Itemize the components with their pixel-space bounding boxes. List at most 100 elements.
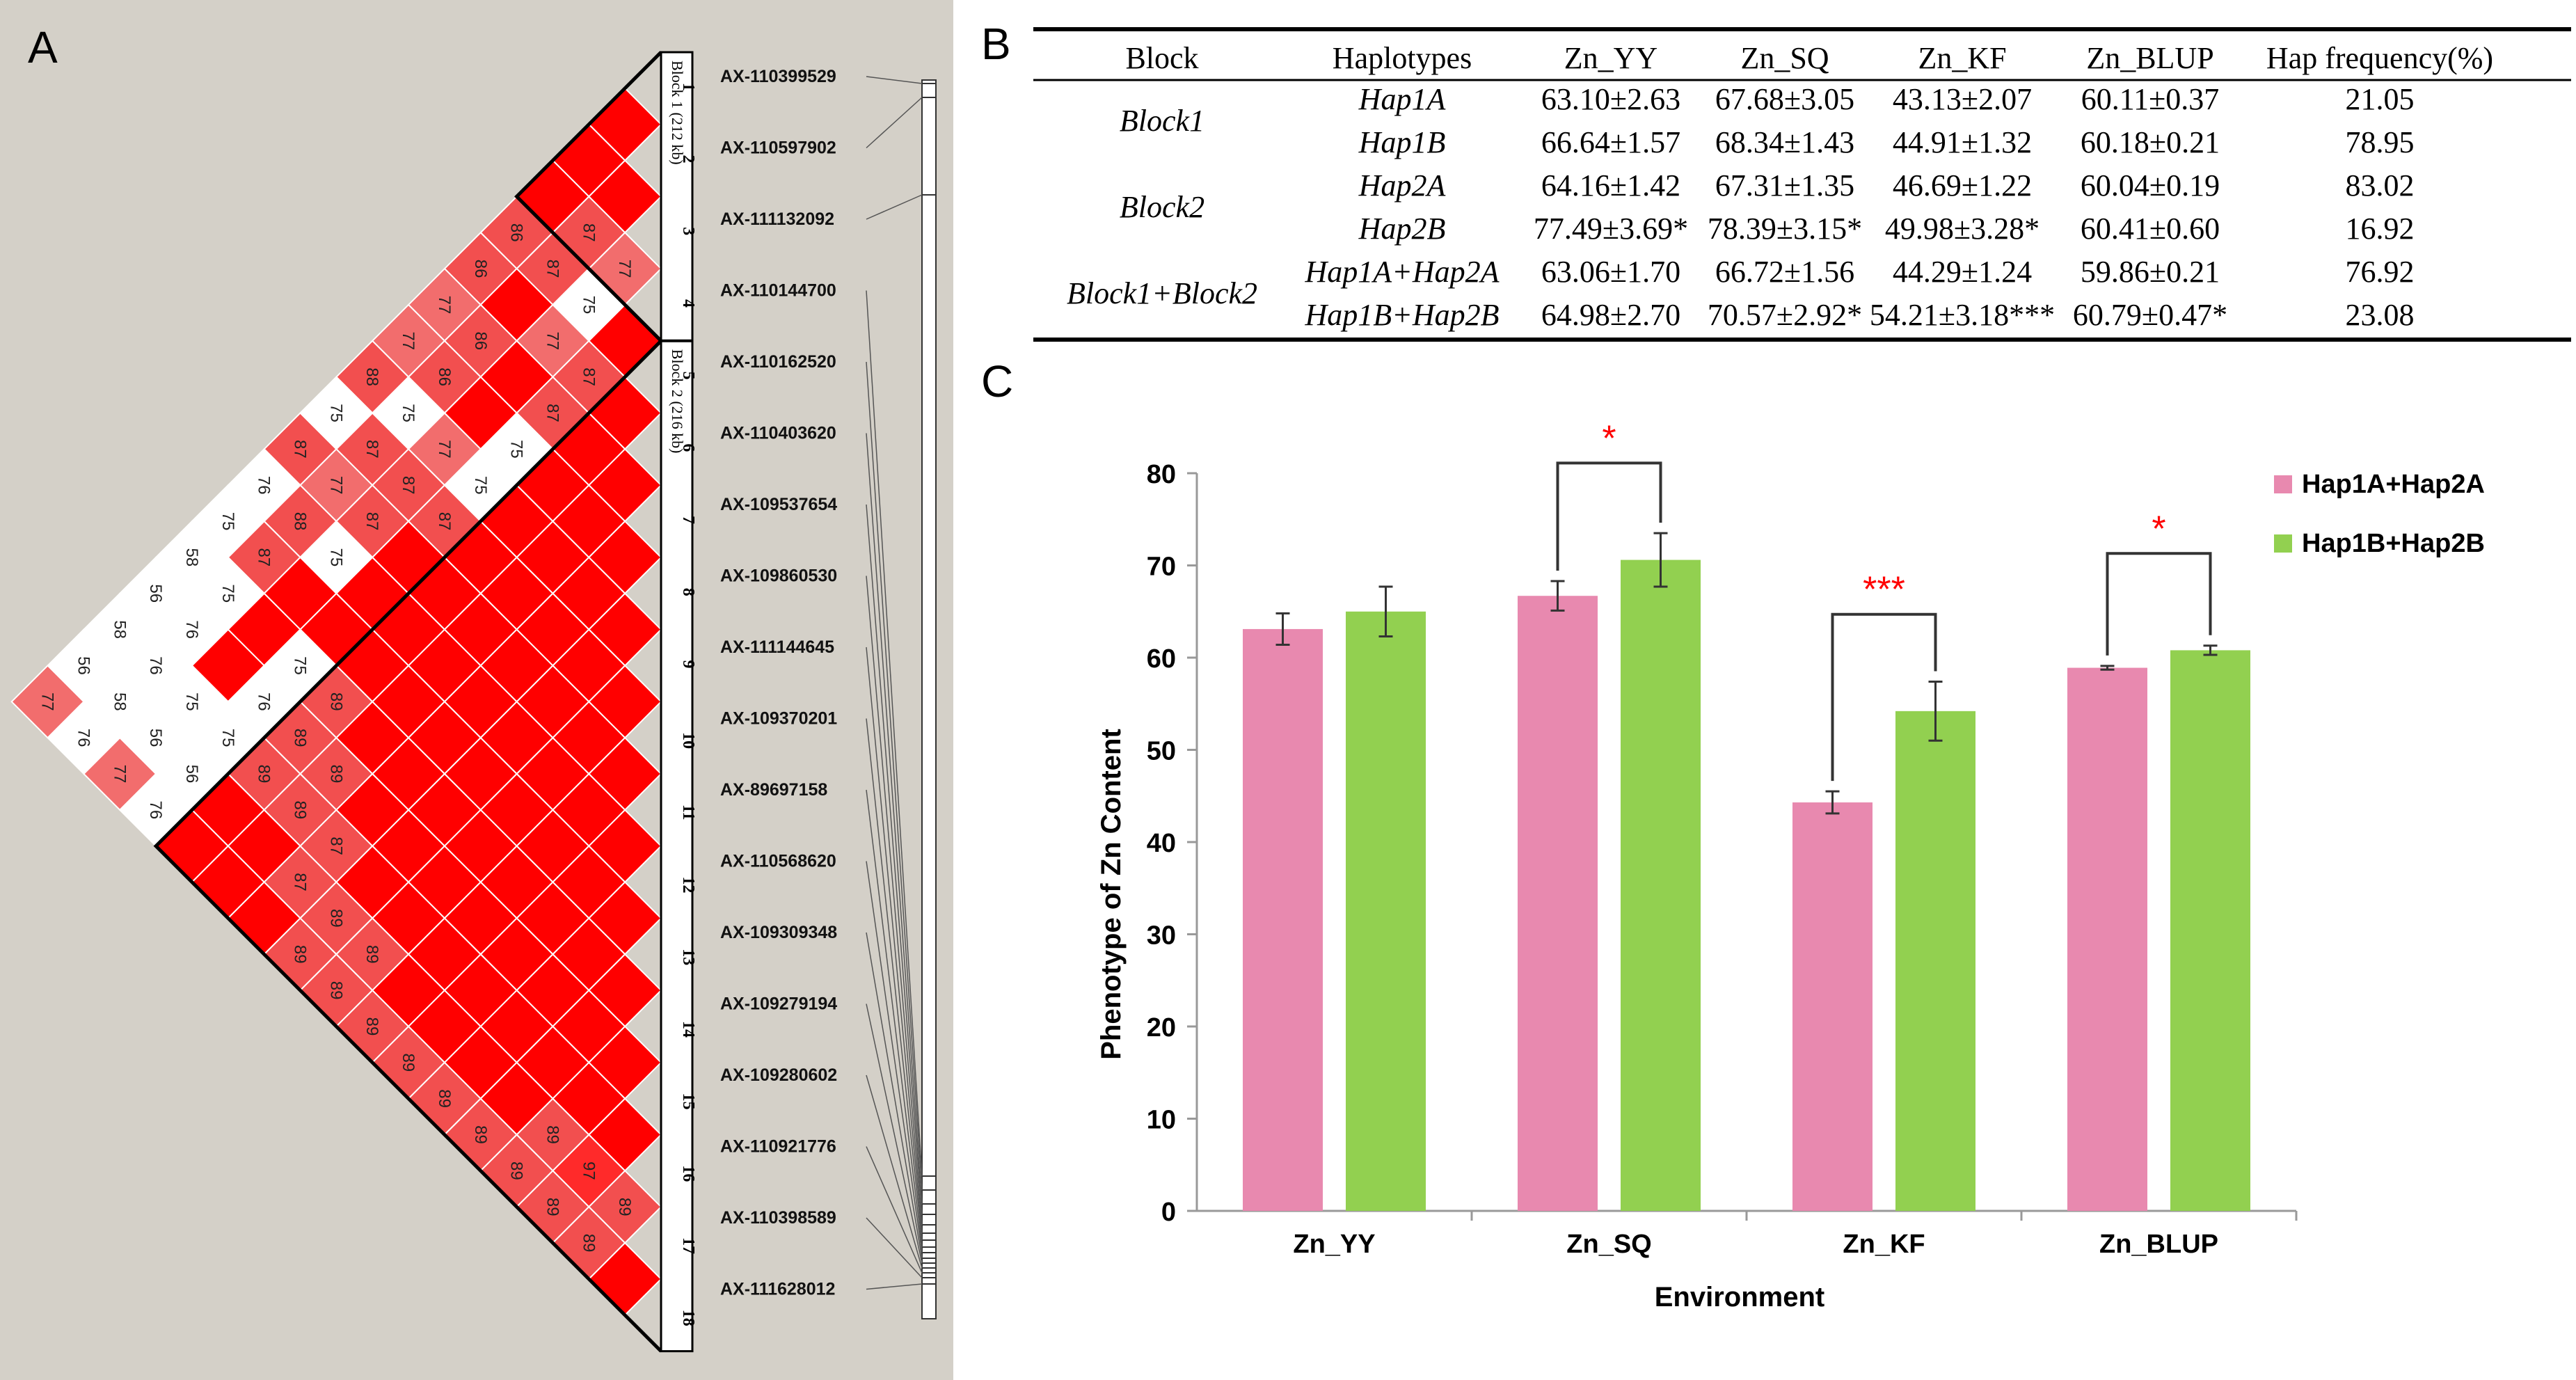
marker-index: 10 — [679, 732, 697, 749]
table-cell: 59.86±0.21 — [2081, 255, 2220, 289]
header-haplotypes: Haplotypes — [1333, 41, 1472, 75]
y-tick-label: 80 — [1147, 460, 1176, 489]
ld-cell-value: 56 — [146, 584, 165, 603]
header-block: Block — [1125, 41, 1198, 75]
ld-cell-value: 87 — [399, 476, 418, 495]
table-cell: 60.11±0.37 — [2081, 82, 2220, 116]
table-cell: 60.04±0.19 — [2081, 168, 2220, 203]
ld-cell-value: 87 — [435, 512, 454, 531]
chart-legend: Hap1A+Hap2A Hap1B+Hap2B — [2274, 470, 2485, 558]
table-haplotype: Hap1A — [1358, 82, 1447, 116]
ld-cell-value: 86 — [471, 260, 490, 278]
physical-map-bar — [921, 79, 937, 1319]
table-cell: 60.18±0.21 — [2081, 125, 2220, 159]
significance-bracket — [2106, 552, 2212, 656]
ld-cell-value: 86 — [471, 331, 490, 350]
ld-cell-value: 75 — [218, 729, 237, 747]
legend-swatch — [2274, 475, 2292, 493]
ld-cell-value: 89 — [435, 1089, 454, 1108]
marker-connector — [866, 290, 923, 1177]
table-haplotype: Hap1B+Hap2B — [1305, 298, 1500, 332]
table-cell: 16.92 — [2346, 212, 2415, 246]
table-haplotype: Hap1B — [1358, 125, 1446, 159]
table-cell: 76.92 — [2346, 255, 2415, 289]
ld-cell-value: 75 — [471, 476, 490, 495]
table-block-label: Block2 — [1120, 190, 1204, 224]
y-tick-label: 30 — [1147, 921, 1176, 951]
ld-cell-value: 76 — [182, 620, 201, 639]
marker-connector — [866, 789, 923, 1248]
ld-cell-value: 87 — [543, 260, 562, 278]
y-tick-label: 40 — [1147, 829, 1176, 858]
chart-significance: ***** — [1556, 418, 2212, 782]
ld-cell-value: 89 — [291, 945, 310, 964]
ld-cells: 86 86 77 77 88 75 87 76 75 58 56 58 56 77 87 87 86 86 75 87… — [10, 87, 662, 1317]
block1-label: Block 1 (212 kb) — [669, 61, 686, 165]
marker-index: 7 — [679, 516, 697, 524]
ld-cell-value: 56 — [146, 729, 165, 747]
ld-cell-value: 56 — [182, 765, 201, 784]
ld-cell-value: 87 — [363, 440, 381, 459]
marker-index: 15 — [679, 1093, 697, 1110]
x-tick-label: Zn_SQ — [1566, 1230, 1651, 1259]
marker-index: 1 — [679, 83, 697, 91]
ld-cell-value: 76 — [255, 476, 273, 495]
ld-cell-value: 89 — [363, 1017, 381, 1036]
y-tick-label: 50 — [1147, 737, 1176, 766]
panel-label-c: C — [981, 356, 1013, 406]
table-cell: 60.41±0.60 — [2081, 212, 2220, 246]
legend-swatch — [2274, 534, 2292, 553]
marker-name: AX-109280602 — [720, 1065, 837, 1085]
bar-hap1b-hap2b — [2170, 650, 2250, 1211]
table-cell: 83.02 — [2346, 168, 2415, 203]
table-haplotype: Hap2A — [1358, 168, 1447, 203]
table-block-label: Block1 — [1120, 104, 1204, 138]
ld-marker-names: AX-110399529 AX-110597902 AX-111132092 AX-1… — [720, 67, 837, 1299]
table-block-label: Block1+Block2 — [1067, 276, 1257, 310]
ld-cell-value: 89 — [326, 909, 345, 928]
x-tick-label: Zn_YY — [1293, 1230, 1375, 1259]
ld-cell-value: 58 — [182, 548, 201, 567]
table-header: Block Haplotypes Zn_YY Zn_SQ Zn_KF Zn_BL… — [1125, 41, 2493, 75]
table-cell: 70.57±2.92* — [1708, 298, 1862, 332]
marker-connector — [866, 1146, 923, 1274]
table-cell: 78.95 — [2346, 125, 2415, 159]
marker-connector — [866, 433, 923, 1205]
marker-index: 13 — [679, 949, 697, 965]
ld-cell-value: 75 — [399, 404, 418, 422]
ld-cell-value: 56 — [74, 656, 93, 675]
significance-label: * — [2152, 509, 2165, 549]
ld-cell-value: 77 — [110, 765, 129, 784]
table-cell: 66.72±1.56 — [1715, 255, 1854, 289]
marker-connector — [866, 932, 923, 1259]
ld-cell-value: 87 — [291, 873, 310, 891]
bar-chart-panel: C 0 10 20 30 40 50 60 70 80 Zn_YY Zn_SQ Zn_KF Zn_BLU… — [960, 348, 2576, 1380]
significance-label: *** — [1863, 570, 1905, 610]
ld-cell-value: 86 — [507, 223, 526, 242]
ld-cell-value: 89 — [255, 765, 273, 784]
ld-cell-value: 76 — [255, 692, 273, 711]
ld-cell-value: 89 — [326, 692, 345, 711]
haplotype-table: B Block Haplotypes Zn_YY Zn_SQ Zn_KF Zn_… — [981, 19, 2571, 342]
ld-cell-value: 75 — [218, 584, 237, 603]
ld-panel: A 86 86 77 77 88 75 87 76 75 58 56 58 56 77 87 87 86 86 75… — [0, 0, 960, 1380]
table-cell: 64.98±2.70 — [1541, 298, 1680, 332]
ld-cell-value: 88 — [363, 367, 381, 386]
marker-connector — [866, 76, 923, 84]
significance-bracket — [1831, 612, 1937, 782]
ld-cell-value: 87 — [326, 836, 345, 855]
marker-index: 11 — [679, 804, 697, 820]
bar-hap1a-hap2a — [1518, 596, 1598, 1211]
marker-index: 3 — [679, 227, 697, 235]
marker-name: AX-111144645 — [720, 637, 834, 657]
block1-outline — [514, 51, 662, 342]
marker-index: 5 — [679, 372, 697, 380]
table-cell: 54.21±3.18*** — [1870, 298, 2055, 332]
ld-cell-value: 87 — [255, 548, 273, 567]
y-tick-label: 10 — [1147, 1106, 1176, 1135]
ld-cell-value: 77 — [435, 440, 454, 459]
y-tick-label: 60 — [1147, 644, 1176, 674]
marker-name: AX-110921776 — [720, 1137, 836, 1157]
ld-cell-value: 58 — [110, 692, 129, 711]
bar-hap1a-hap2a — [2067, 667, 2147, 1211]
